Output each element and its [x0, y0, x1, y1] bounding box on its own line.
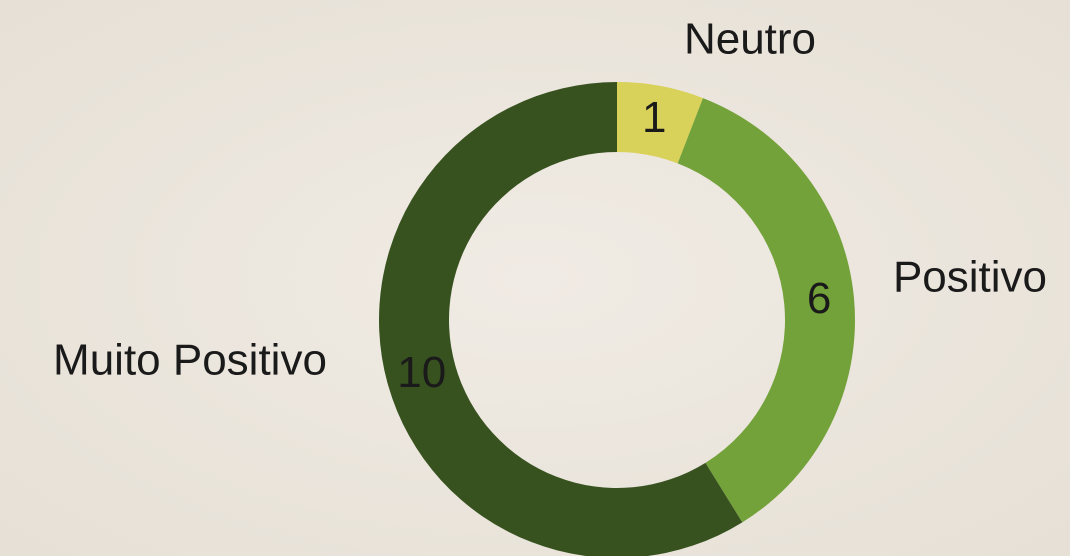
- donut-slice: [617, 82, 703, 164]
- category-label: Neutro: [684, 15, 816, 64]
- value-label: 1: [642, 93, 666, 142]
- category-label: Positivo: [893, 253, 1047, 302]
- category-label: Muito Positivo: [53, 336, 327, 385]
- value-label: 10: [397, 348, 446, 397]
- value-label: 6: [807, 274, 831, 323]
- donut-slice: [677, 98, 855, 523]
- donut-slice: [379, 82, 743, 556]
